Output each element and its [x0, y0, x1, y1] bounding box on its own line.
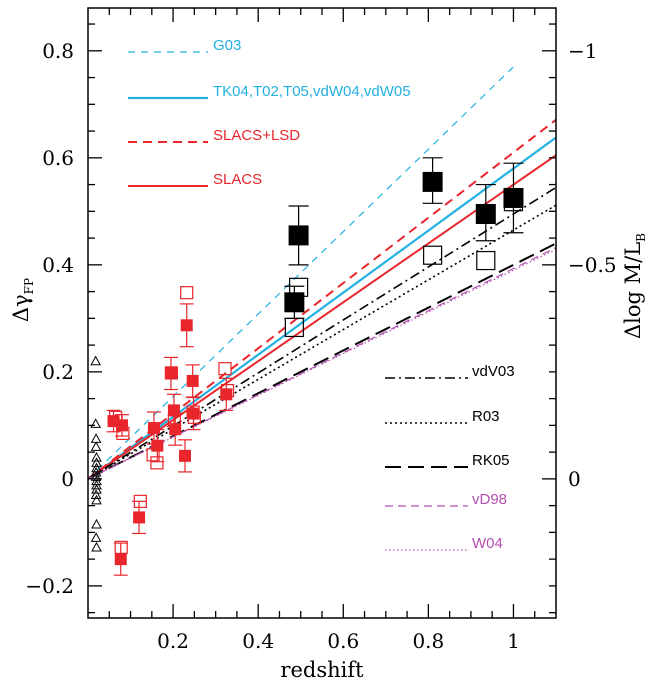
red-filled-point: [164, 367, 177, 380]
y-tick-label: −0.2: [25, 574, 74, 598]
legend-label-vdv03: vdV03: [472, 363, 515, 380]
line-g03: [87, 66, 514, 480]
black-open-point: [476, 250, 496, 271]
triangle-point: [91, 479, 102, 490]
y2-tick-label: −1: [568, 39, 597, 63]
y-tick-label: 0.2: [42, 360, 74, 384]
red-open-point: [220, 383, 235, 398]
x-tick-label: 0.2: [157, 629, 189, 653]
red-filled-point: [220, 388, 233, 401]
triangle-point: [91, 484, 102, 494]
y-tick-label: 0.6: [42, 146, 74, 170]
x-tick-label: 1: [507, 629, 520, 653]
triangle-point: [91, 457, 102, 467]
red-open-point: [187, 410, 201, 424]
red-open-point: [167, 413, 181, 427]
triangle-point: [90, 355, 102, 366]
red-filled-point: [169, 423, 182, 436]
red-open-point: [218, 362, 232, 376]
legend-label-slacs-lsd: SLACS+LSD: [213, 127, 300, 144]
red-filled-point: [180, 319, 193, 332]
line-vd98: [87, 247, 557, 480]
y-axis-title-sub: FP: [22, 278, 36, 294]
y2-axis-title-sub: B: [634, 233, 648, 242]
triangle-point: [90, 489, 102, 500]
black-filled-point: [475, 204, 496, 225]
red-open-point: [150, 456, 164, 470]
line-w04: [87, 248, 557, 480]
black-open-point: [503, 192, 524, 212]
svg-text:ΔγFP: ΔγFP: [9, 278, 36, 322]
red-open-point: [180, 286, 194, 300]
line-r03: [87, 204, 557, 480]
red-open-point: [133, 494, 147, 508]
legend-label-slacs: SLACS: [213, 171, 262, 188]
x-tick-label: 0.6: [327, 629, 359, 653]
black-open-point: [423, 245, 443, 265]
legend-label-tk04-t02-t05-vdw04-vdw05: TK04,T02,T05,vdW04,vdW05: [213, 83, 411, 100]
red-open-point: [146, 448, 160, 462]
red-filled-point: [179, 449, 192, 462]
black-filled-point: [422, 171, 443, 192]
legend-label-vd98: vD98: [472, 491, 507, 508]
triangle-point: [91, 518, 102, 529]
axis-ticks: 0.2 0.4 0.6 0.8 1 −0.2 0 0.2 0.4 0.6 0.8 0 −0.5 −1: [25, 8, 617, 653]
y2-tick-label: −0.5: [568, 253, 617, 277]
red-open-point: [116, 426, 130, 440]
triangle-point: [90, 532, 102, 542]
y-axis-title-main: Δγ: [9, 294, 33, 322]
red-open-point: [164, 366, 178, 380]
red-filled-point: [186, 374, 199, 387]
y2-axis-title-main: Δlog M/L: [621, 242, 645, 339]
triangle-point: [91, 462, 102, 473]
line-vdv03: [87, 186, 557, 480]
y2-axis-title: Δlog M/LB: [621, 233, 648, 339]
red-filled-point: [151, 439, 164, 452]
triangle-point: [91, 541, 102, 552]
svg-text:Δlog M/LB: Δlog M/LB: [621, 233, 648, 339]
y-tick-label: 0.8: [42, 39, 74, 63]
red-filled-point: [114, 553, 127, 566]
triangle-point: [90, 441, 102, 451]
x-tick-label: 0.4: [242, 629, 274, 653]
x-axis-title: redshift: [280, 658, 364, 682]
x-tick-label: 0.8: [412, 629, 444, 653]
y-axis-title: ΔγFP: [9, 278, 36, 322]
red-filled-point: [133, 511, 146, 524]
red-filled-point: [187, 407, 200, 420]
triangle-point: [90, 466, 102, 477]
triangle-point: [91, 494, 102, 505]
line-tk04-t02-t05-vdw04-vdw05: [87, 136, 557, 480]
legend-label-g03: G03: [213, 37, 241, 54]
black-open-point: [284, 317, 304, 338]
line-rk05: [87, 242, 557, 480]
red-open-point: [109, 410, 123, 424]
legend: G03 TK04,T02,T05,vdW04,vdW05 SLACS+LSD SLAC…: [128, 37, 515, 552]
triangle-point: [91, 451, 102, 462]
black-filled-point: [284, 292, 305, 313]
black-open-point: [289, 277, 309, 297]
red-filled-point: [116, 419, 129, 432]
y-tick-label: 0.4: [42, 253, 74, 277]
y2-tick-label: 0: [568, 467, 581, 491]
legend-label-w04: W04: [472, 535, 503, 552]
red-open-point: [186, 405, 200, 419]
triangle-point: [90, 471, 102, 481]
legend-label-rk05: RK05: [472, 452, 510, 469]
y-tick-label: 0: [61, 467, 74, 491]
black-filled-point: [288, 225, 309, 246]
line-slacs-lsd: [87, 119, 557, 480]
red-open-point: [114, 540, 128, 554]
red-filled-point: [147, 422, 160, 435]
triangle-point: [90, 433, 102, 443]
data-points: [90, 157, 524, 576]
legend-label-r03: R03: [472, 408, 500, 425]
triangle-point: [90, 418, 102, 428]
